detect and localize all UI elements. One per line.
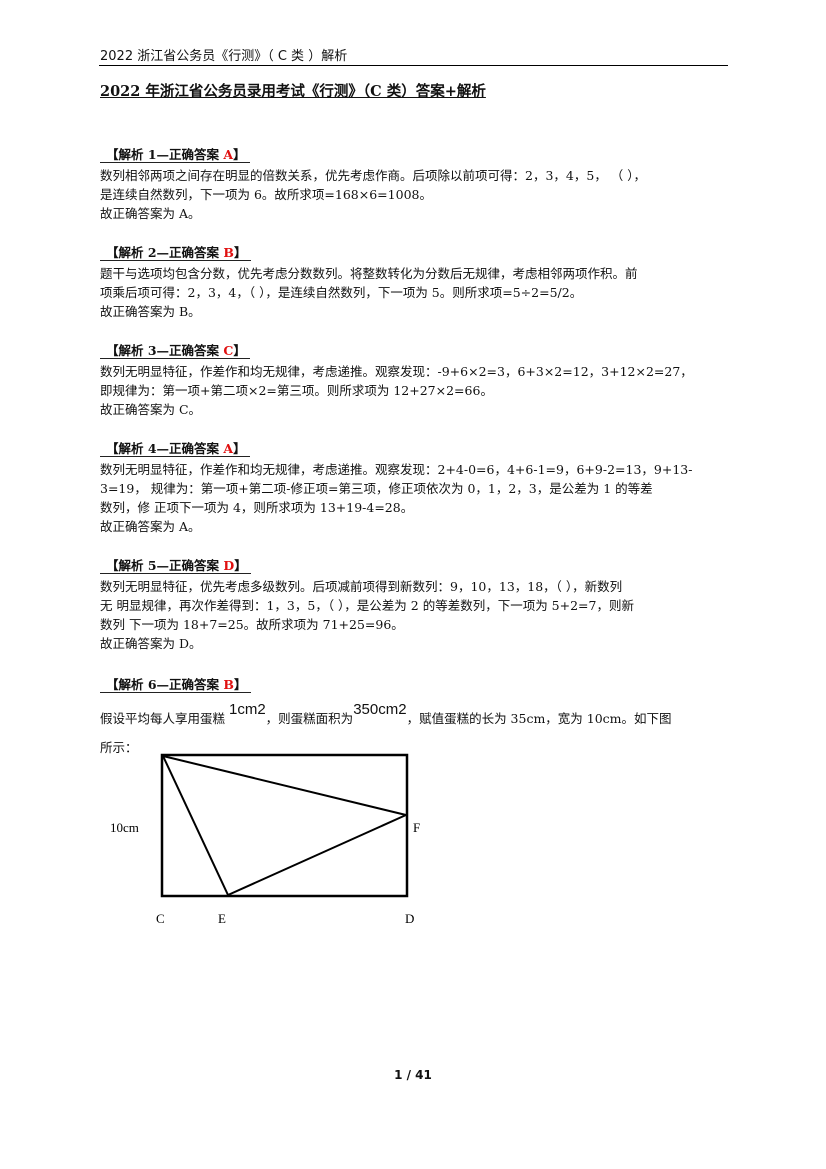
section-6-paragraph-2: 所示： (100, 740, 138, 755)
body-line: 故正确答案为 A。 (100, 519, 201, 534)
header-rule (99, 65, 728, 66)
answer-letter: B (223, 245, 234, 260)
section-3: 【解析 3—正确答案 C】数列无明显特征，作差作和均无规律，考虑递推。观察发现：… (100, 340, 740, 419)
section-1: 【解析 1—正确答案 A】数列相邻两项之间存在明显的倍数关系，优先考虑作商。后项… (100, 144, 740, 223)
section-heading: 【解析 1—正确答案 A】 (100, 147, 250, 163)
point-e-label: E (218, 911, 226, 926)
answer-letter: C (223, 343, 234, 358)
section-6-paragraph: 假设平均每人享用蛋糕 1cm2，则蛋糕面积为350cm2，赋值蛋糕的长为 35c… (100, 701, 672, 726)
section-2: 【解析 2—正确答案 B】题干与选项均包含分数，优先考虑分数数列。将整数转化为分… (100, 242, 740, 321)
body-line: 数列无明显特征，作差作和均无规律，考虑递推。观察发现：2+4-0=6，4+6-1… (100, 462, 693, 477)
width-label: 10cm (110, 820, 139, 835)
body-line: 故正确答案为 D。 (100, 636, 202, 651)
body-line: 数列无明显特征，优先考虑多级数列。后项减前项得到新数列：9，10，13，18，（… (100, 579, 623, 594)
point-f-label: F (413, 820, 420, 835)
body-line: 数列 下一项为 18+7=25。故所求项为 71+25=96。 (100, 617, 404, 632)
body-line: 故正确答案为 C。 (100, 402, 202, 417)
body-line: 题干与选项均包含分数，优先考虑分数数列。将整数转化为分数后无规律，考虑相邻两项作… (100, 266, 638, 281)
section-heading: 【解析 5—正确答案 D】 (100, 558, 251, 574)
answer-letter: A (223, 147, 234, 162)
body-line: 故正确答案为 B。 (100, 304, 201, 319)
body-line: 数列相邻两项之间存在明显的倍数关系，优先考虑作商。后项除以前项可得：2，3，4，… (100, 168, 647, 183)
section-6: 【解析 6—正确答案 B】 (100, 674, 740, 693)
line-e-f (227, 814, 407, 896)
section-heading: 【解析 4—正确答案 A】 (100, 441, 250, 457)
document-title: 2022 年浙江省公务员录用考试《行测》（C 类）答案+解析 (100, 83, 486, 100)
section-heading: 【解析 6—正确答案 B】 (100, 677, 251, 693)
answer-letter: B (223, 677, 234, 692)
body-line: 项乘后项可得：2，3，4，（ ），是连续自然数列，下一项为 5。则所求项=5÷2… (100, 285, 583, 300)
body-line: 故正确答案为 A。 (100, 206, 201, 221)
point-c-label: C (156, 911, 165, 926)
body-line: 3=19， 规律为：第一项+第二项-修正项=第三项，修正项依次为 0，1，2，3… (100, 481, 653, 496)
body-line: 无 明显规律，再次作差得到：1，3，5，（ ），是公差为 2 的等差数列，下一项… (100, 598, 634, 613)
body-line: 数列无明显特征，作差作和均无规律，考虑递推。观察发现：-9+6×2=3，6+3×… (100, 364, 693, 379)
section-5: 【解析 5—正确答案 D】数列无明显特征，优先考虑多级数列。后项减前项得到新数列… (100, 555, 740, 653)
section-heading: 【解析 3—正确答案 C】 (100, 343, 250, 359)
page-number: 1 / 41 (394, 1068, 432, 1082)
point-d-label: D (405, 911, 414, 926)
running-header: 2022 浙江省公务员《行测》（ C 类 ）解析 (100, 49, 348, 64)
line-to-e (162, 755, 229, 896)
section-heading: 【解析 2—正确答案 B】 (100, 245, 251, 261)
body-line: 即规律为：第一项+第二项×2=第三项。则所求项为 12+27×2=66。 (100, 383, 493, 398)
body-line: 是连续自然数列，下一项为 6。故所求项=168×6=1008。 (100, 187, 432, 202)
answer-letter: D (223, 558, 235, 573)
line-to-f (162, 755, 407, 816)
answer-letter: A (223, 441, 234, 456)
section-4: 【解析 4—正确答案 A】数列无明显特征，作差作和均无规律，考虑递推。观察发现：… (100, 438, 740, 536)
body-line: 数列，修 正项下一项为 4，则所求项为 13+19-4=28。 (100, 500, 414, 515)
cake-rectangle (160, 753, 409, 898)
